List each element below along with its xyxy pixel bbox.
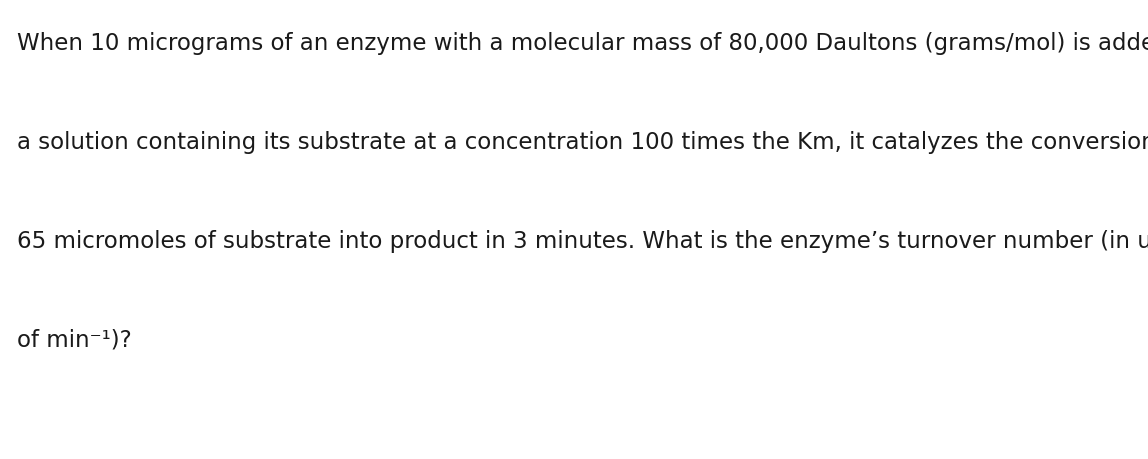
Text: 65 micromoles of substrate into product in 3 minutes. What is the enzyme’s turno: 65 micromoles of substrate into product … bbox=[17, 230, 1148, 252]
Text: When 10 micrograms of an enzyme with a molecular mass of 80,000 Daultons (grams/: When 10 micrograms of an enzyme with a m… bbox=[17, 32, 1148, 55]
Text: of min⁻¹)?: of min⁻¹)? bbox=[17, 328, 132, 351]
Text: a solution containing its substrate at a concentration 100 times the Km, it cata: a solution containing its substrate at a… bbox=[17, 131, 1148, 154]
